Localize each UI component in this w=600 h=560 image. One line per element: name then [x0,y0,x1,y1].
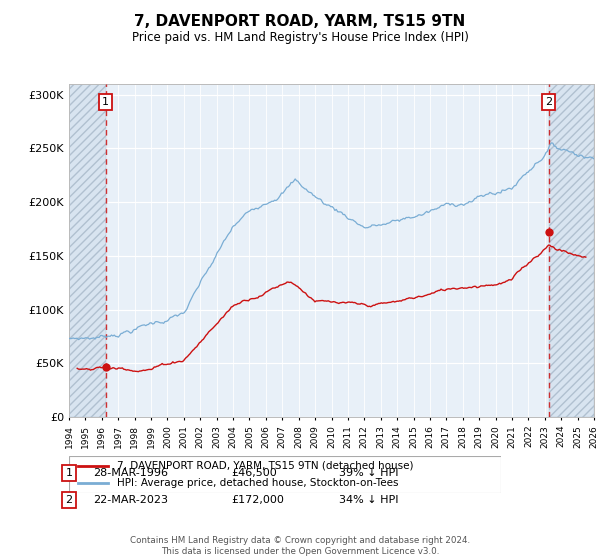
Text: £46,500: £46,500 [231,468,277,478]
Text: 28-MAR-1996: 28-MAR-1996 [93,468,168,478]
Text: 34% ↓ HPI: 34% ↓ HPI [339,495,398,505]
Text: £172,000: £172,000 [231,495,284,505]
Text: Contains HM Land Registry data © Crown copyright and database right 2024.
This d: Contains HM Land Registry data © Crown c… [130,536,470,556]
Text: 2: 2 [65,495,73,505]
Text: 1: 1 [65,468,73,478]
Text: 1: 1 [102,97,109,107]
Text: 7, DAVENPORT ROAD, YARM, TS15 9TN: 7, DAVENPORT ROAD, YARM, TS15 9TN [134,14,466,29]
Text: Price paid vs. HM Land Registry's House Price Index (HPI): Price paid vs. HM Land Registry's House … [131,31,469,44]
Text: 39% ↓ HPI: 39% ↓ HPI [339,468,398,478]
Text: 22-MAR-2023: 22-MAR-2023 [93,495,168,505]
Text: HPI: Average price, detached house, Stockton-on-Tees: HPI: Average price, detached house, Stoc… [116,478,398,488]
Text: 2: 2 [545,97,552,107]
Text: 7, DAVENPORT ROAD, YARM, TS15 9TN (detached house): 7, DAVENPORT ROAD, YARM, TS15 9TN (detac… [116,460,413,470]
